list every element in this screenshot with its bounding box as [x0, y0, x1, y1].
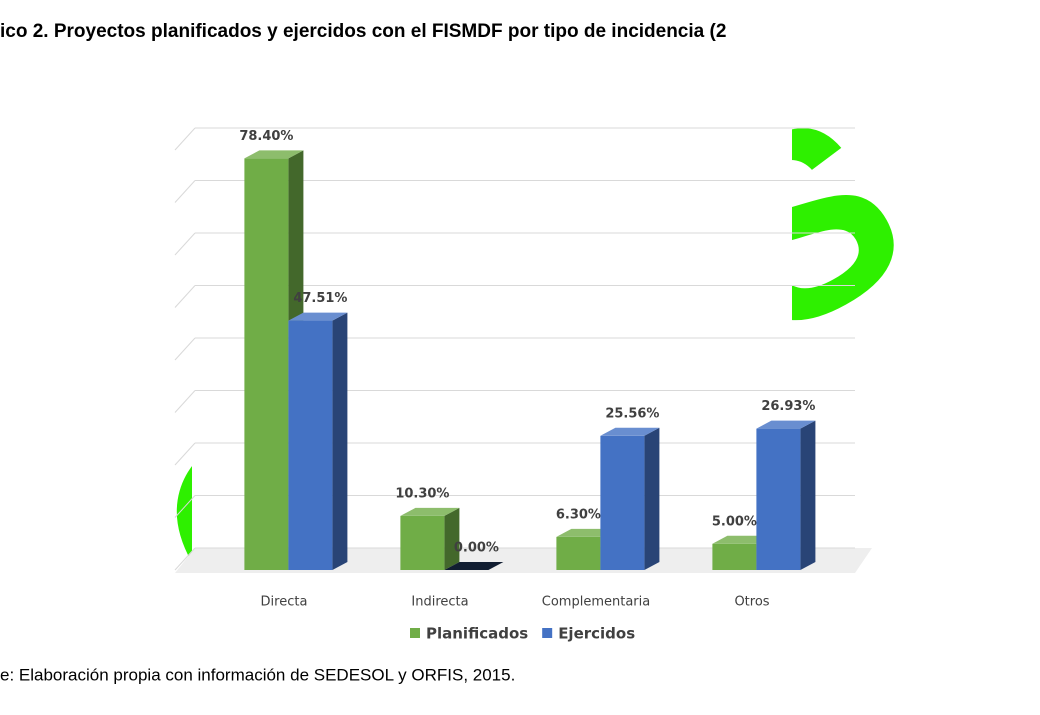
legend-swatch	[542, 628, 552, 638]
legend-swatch	[410, 628, 420, 638]
value-label: 78.40%	[239, 129, 293, 144]
bar-side	[644, 428, 659, 570]
chart: ORFIS ico 2. Proyectos planificados y ej…	[0, 0, 1040, 715]
value-label: 6.30%	[556, 507, 601, 522]
value-label: 0.00%	[454, 541, 499, 556]
bar	[244, 158, 288, 570]
value-label: 10.30%	[395, 486, 449, 501]
x-tick-label: Complementaria	[542, 595, 650, 610]
value-label: 47.51%	[293, 291, 347, 306]
bar	[400, 516, 444, 570]
bar	[600, 436, 644, 570]
value-label: 26.93%	[761, 399, 815, 414]
bar	[756, 429, 800, 570]
legend-label: Ejercidos	[558, 625, 635, 643]
x-tick-label: Otros	[734, 595, 769, 610]
x-tick-label: Directa	[261, 595, 308, 610]
value-label: 5.00%	[712, 514, 757, 529]
bar-side	[332, 313, 347, 570]
value-label: 25.56%	[605, 406, 659, 421]
legend-label: Planificados	[426, 625, 528, 643]
bar	[288, 321, 332, 570]
bar	[712, 544, 756, 570]
bar-side	[444, 508, 459, 570]
chart-title: ico 2. Proyectos planificados y ejercido…	[0, 21, 726, 42]
bar	[556, 537, 600, 570]
x-tick-label: Indirecta	[411, 595, 468, 610]
bar-side	[800, 421, 815, 570]
source-note: e: Elaboración propia con información de…	[0, 665, 515, 684]
